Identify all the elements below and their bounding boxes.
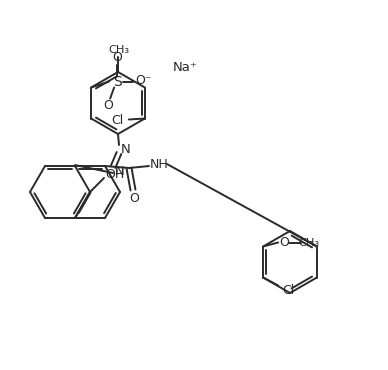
Text: O: O: [112, 51, 122, 64]
Text: N: N: [121, 142, 131, 155]
Text: O⁻: O⁻: [135, 74, 151, 87]
Text: Na⁺: Na⁺: [173, 61, 197, 74]
Text: NH: NH: [150, 158, 168, 171]
Text: O: O: [279, 236, 289, 249]
Text: Cl: Cl: [112, 114, 124, 127]
Text: OH: OH: [106, 168, 125, 181]
Text: CH₃: CH₃: [108, 45, 130, 55]
Text: O: O: [129, 192, 139, 205]
Text: CH₃: CH₃: [299, 238, 320, 248]
Text: O: O: [103, 99, 113, 112]
Text: Cl: Cl: [282, 284, 294, 297]
Text: N: N: [115, 165, 125, 178]
Text: S: S: [113, 74, 121, 88]
